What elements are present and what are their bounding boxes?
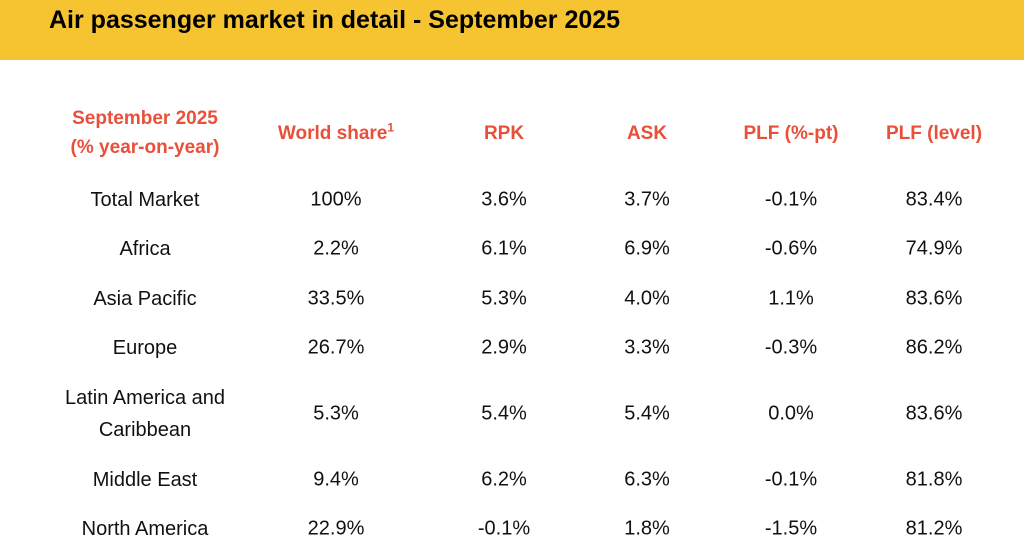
cell-world-share: 2.2% bbox=[313, 237, 359, 260]
cell-plf-level: 83.4% bbox=[905, 188, 963, 211]
cell-ask: 5.4% bbox=[624, 402, 670, 425]
cell-rpk: -0.1% bbox=[477, 517, 531, 540]
cell-plf-pt: -0.3% bbox=[764, 336, 818, 359]
cell-region: Europe bbox=[113, 332, 178, 364]
cell-region-line1: North America bbox=[81, 518, 209, 540]
cell-region-line1: Latin America and bbox=[64, 387, 226, 409]
cell-plf-pt: -0.6% bbox=[764, 237, 818, 260]
cell-region-line1: Europe bbox=[112, 337, 178, 359]
cell-region: Asia Pacific bbox=[93, 283, 196, 315]
cell-world-share: 100% bbox=[310, 188, 362, 211]
footnote-marker: 1 bbox=[387, 120, 395, 135]
cell-rpk: 2.9% bbox=[481, 336, 527, 359]
cell-world-share: 33.5% bbox=[307, 287, 365, 310]
cell-region-line2: Caribbean bbox=[98, 419, 192, 441]
cell-region: North America bbox=[82, 513, 209, 545]
cell-rpk: 5.3% bbox=[481, 287, 527, 310]
header-period-line2: (% year-on-year) bbox=[70, 137, 220, 158]
cell-region: Africa bbox=[119, 233, 170, 265]
cell-region-line1: Total Market bbox=[90, 189, 200, 211]
cell-region: Middle East bbox=[93, 464, 198, 496]
cell-region: Total Market bbox=[91, 184, 200, 216]
cell-plf-pt: -0.1% bbox=[764, 468, 818, 491]
cell-ask: 3.3% bbox=[624, 336, 670, 359]
header-world-share-label: World share bbox=[277, 123, 388, 144]
cell-plf-level: 83.6% bbox=[905, 287, 963, 310]
cell-plf-level: 81.8% bbox=[905, 468, 963, 491]
cell-plf-level: 81.2% bbox=[905, 517, 963, 540]
cell-region-line1: Asia Pacific bbox=[93, 288, 197, 310]
cell-ask: 4.0% bbox=[624, 287, 670, 310]
cell-world-share: 26.7% bbox=[307, 336, 365, 359]
cell-world-share: 5.3% bbox=[313, 402, 359, 425]
page-title: Air passenger market in detail - Septemb… bbox=[49, 6, 621, 34]
cell-plf-level: 86.2% bbox=[905, 336, 963, 359]
header-rpk: RPK bbox=[483, 123, 525, 144]
cell-plf-pt: 1.1% bbox=[768, 287, 814, 310]
cell-ask: 1.8% bbox=[624, 517, 670, 540]
cell-rpk: 6.2% bbox=[481, 468, 527, 491]
cell-region: Latin America and Caribbean bbox=[65, 382, 225, 446]
header-period-line1: September 2025 bbox=[72, 108, 218, 129]
cell-world-share: 9.4% bbox=[313, 468, 359, 491]
cell-region-line1: Middle East bbox=[92, 469, 198, 491]
header-world-share: World share1 bbox=[277, 120, 395, 145]
cell-rpk: 5.4% bbox=[481, 402, 527, 425]
cell-ask: 3.7% bbox=[624, 188, 670, 211]
cell-world-share: 22.9% bbox=[307, 517, 365, 540]
header-plf-level: PLF (level) bbox=[885, 123, 983, 144]
cell-plf-level: 74.9% bbox=[905, 237, 963, 260]
cell-ask: 6.9% bbox=[624, 237, 670, 260]
cell-plf-pt: -1.5% bbox=[764, 517, 818, 540]
cell-rpk: 3.6% bbox=[481, 188, 527, 211]
cell-plf-level: 83.6% bbox=[905, 402, 963, 425]
cell-plf-pt: 0.0% bbox=[768, 402, 814, 425]
cell-region-line1: Africa bbox=[119, 238, 171, 260]
cell-rpk: 6.1% bbox=[481, 237, 527, 260]
header-ask: ASK bbox=[626, 123, 668, 144]
cell-plf-pt: -0.1% bbox=[764, 188, 818, 211]
header-period: September 2025 (% year-on-year) bbox=[71, 104, 220, 162]
title-bar: Air passenger market in detail - Septemb… bbox=[0, 0, 1024, 60]
header-plf-pt: PLF (%-pt) bbox=[743, 123, 839, 144]
cell-ask: 6.3% bbox=[624, 468, 670, 491]
